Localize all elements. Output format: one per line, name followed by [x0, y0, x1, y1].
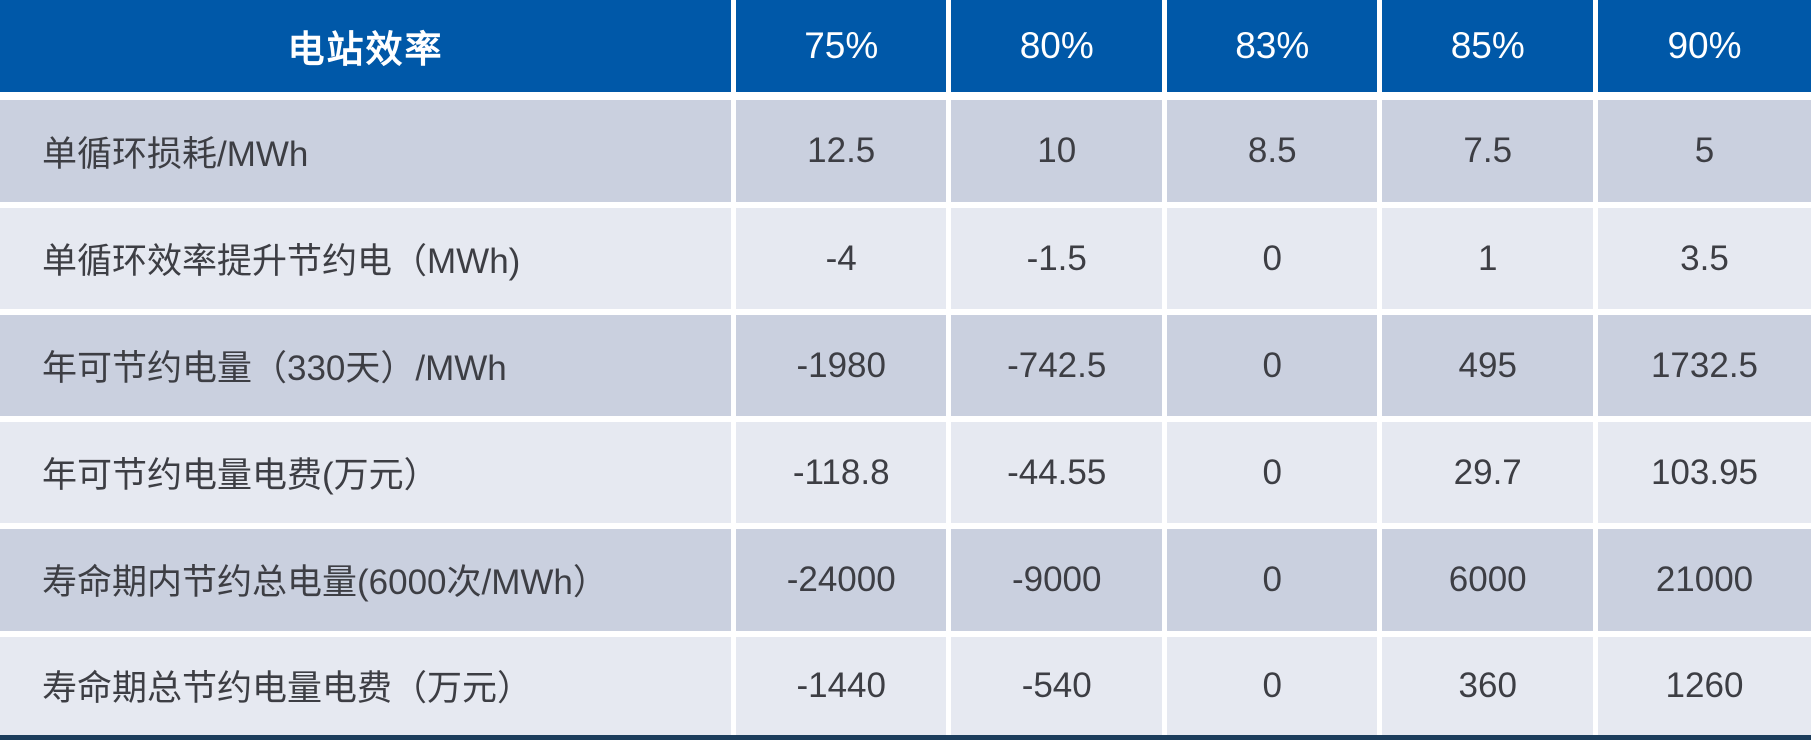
cell-value: 21000: [1595, 526, 1811, 637]
cell-value: -540: [948, 633, 1167, 735]
column-header-90: 90%: [1595, 0, 1811, 100]
table-row: 单循环效率提升节约电（MWh) -4 -1.5 0 1 3.5: [0, 205, 1811, 316]
row-label: 寿命期总节约电量电费（万元）: [0, 633, 736, 735]
cell-value: -1440: [733, 633, 952, 735]
row-label: 单循环损耗/MWh: [0, 96, 736, 208]
column-header-85: 85%: [1379, 0, 1598, 100]
cell-value: 3.5: [1595, 205, 1811, 316]
cell-value: 10: [948, 96, 1167, 208]
cell-value: -1980: [733, 312, 952, 423]
table-row: 寿命期总节约电量电费（万元） -1440 -540 0 360 1260: [0, 633, 1811, 735]
column-header-83: 83%: [1164, 0, 1383, 100]
cell-value: 103.95: [1595, 419, 1811, 530]
cell-value: 6000: [1379, 526, 1598, 637]
cell-value: 0: [1164, 633, 1383, 735]
header-title-cell: 电站效率: [0, 0, 736, 100]
table-row: 年可节约电量（330天）/MWh -1980 -742.5 0 495 1732…: [0, 312, 1811, 423]
cell-value: -742.5: [948, 312, 1167, 423]
cell-value: -44.55: [948, 419, 1167, 530]
cell-value: 0: [1164, 205, 1383, 316]
cell-value: 8.5: [1164, 96, 1383, 208]
cell-value: 1732.5: [1595, 312, 1811, 423]
cell-value: -118.8: [733, 419, 952, 530]
row-label: 单循环效率提升节约电（MWh): [0, 205, 736, 316]
cell-value: 5: [1595, 96, 1811, 208]
cell-value: 1260: [1595, 633, 1811, 735]
cell-value: 0: [1164, 419, 1383, 530]
table-row: 年可节约电量电费(万元） -118.8 -44.55 0 29.7 103.95: [0, 419, 1811, 530]
cell-value: 7.5: [1379, 96, 1598, 208]
column-header-75: 75%: [733, 0, 952, 100]
cell-value: 0: [1164, 312, 1383, 423]
row-label: 年可节约电量（330天）/MWh: [0, 312, 736, 423]
cell-value: -24000: [733, 526, 952, 637]
cell-value: 29.7: [1379, 419, 1598, 530]
cell-value: 495: [1379, 312, 1598, 423]
cell-value: 0: [1164, 526, 1383, 637]
row-label: 年可节约电量电费(万元）: [0, 419, 736, 530]
cell-value: -4: [733, 205, 952, 316]
cell-value: 12.5: [733, 96, 952, 208]
cell-value: 360: [1379, 633, 1598, 735]
cell-value: -1.5: [948, 205, 1167, 316]
cell-value: 1: [1379, 205, 1598, 316]
column-header-80: 80%: [948, 0, 1167, 100]
table-row: 单循环损耗/MWh 12.5 10 8.5 7.5 5: [0, 96, 1811, 208]
row-label: 寿命期内节约总电量(6000次/MWh）: [0, 526, 736, 637]
table-row: 寿命期内节约总电量(6000次/MWh） -24000 -9000 0 6000…: [0, 526, 1811, 637]
cell-value: -9000: [948, 526, 1167, 637]
header-row: 电站效率 75% 80% 83% 85% 90%: [0, 0, 1811, 100]
